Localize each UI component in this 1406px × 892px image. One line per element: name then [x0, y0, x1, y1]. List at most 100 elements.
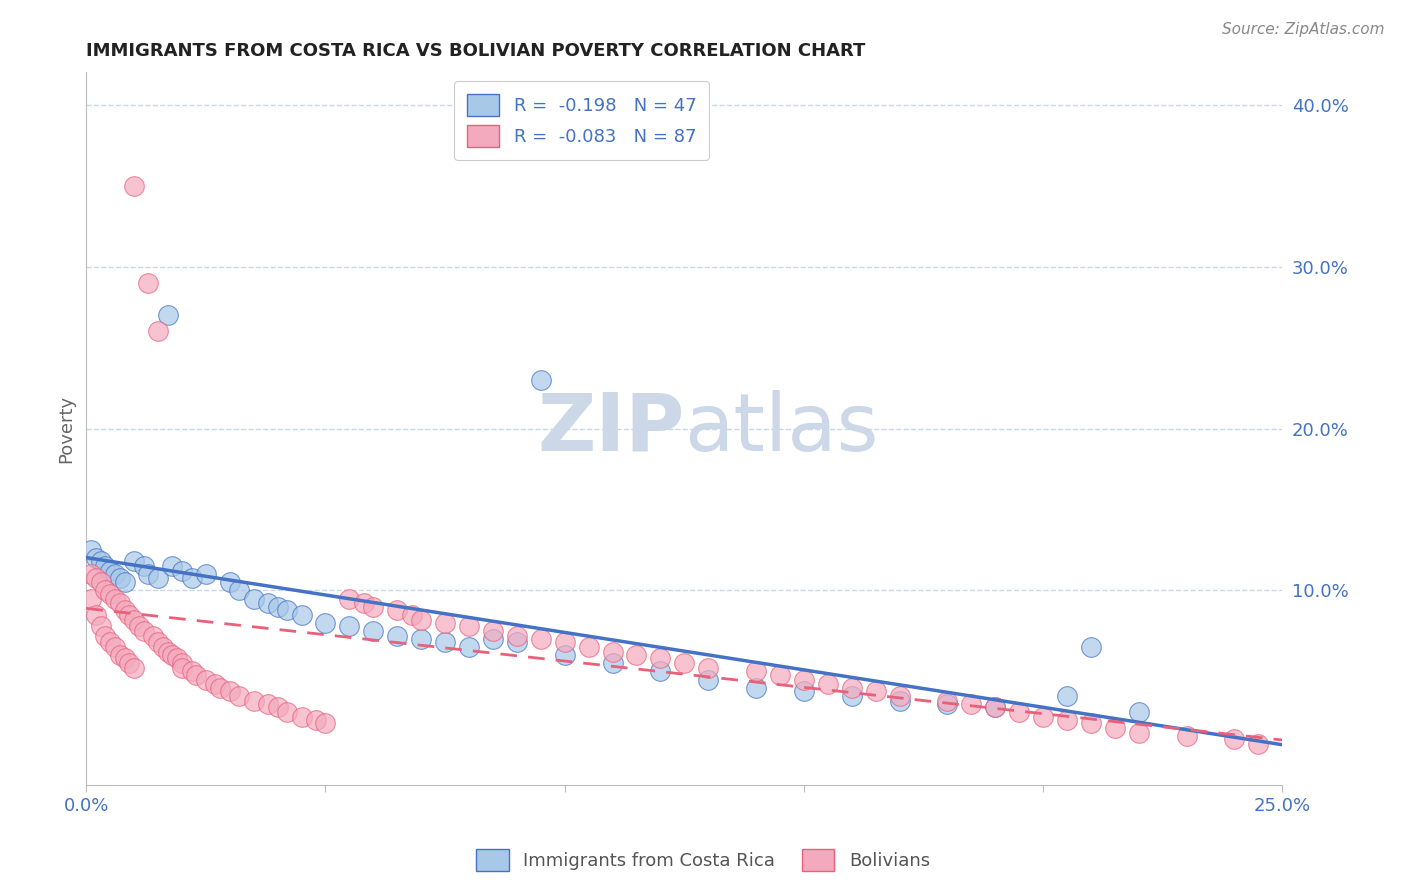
Point	[602, 657, 624, 671]
Point	[936, 697, 959, 711]
Point	[434, 635, 457, 649]
Y-axis label: Poverty: Poverty	[58, 394, 75, 463]
Point	[960, 697, 983, 711]
Point	[936, 693, 959, 707]
Point	[1128, 726, 1150, 740]
Point	[1104, 721, 1126, 735]
Point	[98, 564, 121, 578]
Point	[218, 684, 240, 698]
Point	[138, 567, 160, 582]
Point	[626, 648, 648, 663]
Point	[276, 705, 298, 719]
Point	[170, 657, 193, 671]
Point	[1175, 729, 1198, 743]
Point	[1128, 705, 1150, 719]
Point	[602, 645, 624, 659]
Point	[506, 635, 529, 649]
Point	[401, 607, 423, 622]
Point	[314, 716, 336, 731]
Text: ZIP: ZIP	[537, 390, 685, 467]
Point	[1247, 737, 1270, 751]
Point	[186, 667, 208, 681]
Point	[80, 591, 103, 606]
Point	[339, 619, 361, 633]
Point	[1080, 716, 1102, 731]
Point	[114, 575, 136, 590]
Legend: R =  -0.198   N = 47, R =  -0.083   N = 87: R = -0.198 N = 47, R = -0.083 N = 87	[454, 81, 709, 160]
Point	[108, 570, 131, 584]
Point	[257, 697, 280, 711]
Point	[1008, 705, 1031, 719]
Point	[276, 603, 298, 617]
Point	[98, 587, 121, 601]
Point	[156, 308, 179, 322]
Point	[132, 624, 155, 638]
Point	[94, 559, 117, 574]
Point	[80, 567, 103, 582]
Point	[138, 276, 160, 290]
Point	[209, 681, 232, 695]
Point	[90, 575, 112, 590]
Point	[697, 673, 720, 687]
Point	[841, 681, 863, 695]
Point	[156, 645, 179, 659]
Point	[984, 700, 1007, 714]
Point	[132, 559, 155, 574]
Point	[530, 373, 553, 387]
Point	[353, 596, 375, 610]
Point	[122, 554, 145, 568]
Point	[228, 689, 250, 703]
Point	[984, 700, 1007, 714]
Point	[122, 613, 145, 627]
Point	[482, 632, 505, 646]
Point	[411, 632, 433, 646]
Point	[204, 677, 226, 691]
Point	[290, 607, 312, 622]
Point	[290, 710, 312, 724]
Point	[90, 554, 112, 568]
Point	[841, 689, 863, 703]
Point	[865, 684, 887, 698]
Point	[387, 629, 409, 643]
Point	[166, 651, 188, 665]
Legend: Immigrants from Costa Rica, Bolivians: Immigrants from Costa Rica, Bolivians	[468, 842, 938, 879]
Text: IMMIGRANTS FROM COSTA RICA VS BOLIVIAN POVERTY CORRELATION CHART: IMMIGRANTS FROM COSTA RICA VS BOLIVIAN P…	[86, 42, 866, 60]
Point	[80, 543, 103, 558]
Point	[650, 665, 672, 679]
Point	[84, 551, 107, 566]
Point	[769, 667, 792, 681]
Text: atlas: atlas	[685, 390, 879, 467]
Point	[194, 673, 217, 687]
Point	[745, 681, 768, 695]
Point	[152, 640, 174, 654]
Point	[1080, 640, 1102, 654]
Point	[339, 591, 361, 606]
Point	[578, 640, 600, 654]
Point	[458, 619, 481, 633]
Point	[114, 603, 136, 617]
Point	[889, 693, 911, 707]
Point	[194, 567, 217, 582]
Point	[257, 596, 280, 610]
Point	[889, 689, 911, 703]
Point	[434, 615, 457, 630]
Point	[122, 178, 145, 193]
Point	[180, 665, 202, 679]
Point	[1056, 713, 1078, 727]
Point	[228, 583, 250, 598]
Point	[458, 640, 481, 654]
Point	[104, 567, 127, 582]
Point	[817, 677, 839, 691]
Point	[94, 583, 117, 598]
Point	[745, 665, 768, 679]
Point	[98, 635, 121, 649]
Point	[697, 661, 720, 675]
Point	[84, 607, 107, 622]
Point	[90, 619, 112, 633]
Point	[242, 693, 264, 707]
Point	[1032, 710, 1054, 724]
Point	[1223, 732, 1246, 747]
Point	[146, 570, 169, 584]
Point	[793, 673, 815, 687]
Point	[506, 629, 529, 643]
